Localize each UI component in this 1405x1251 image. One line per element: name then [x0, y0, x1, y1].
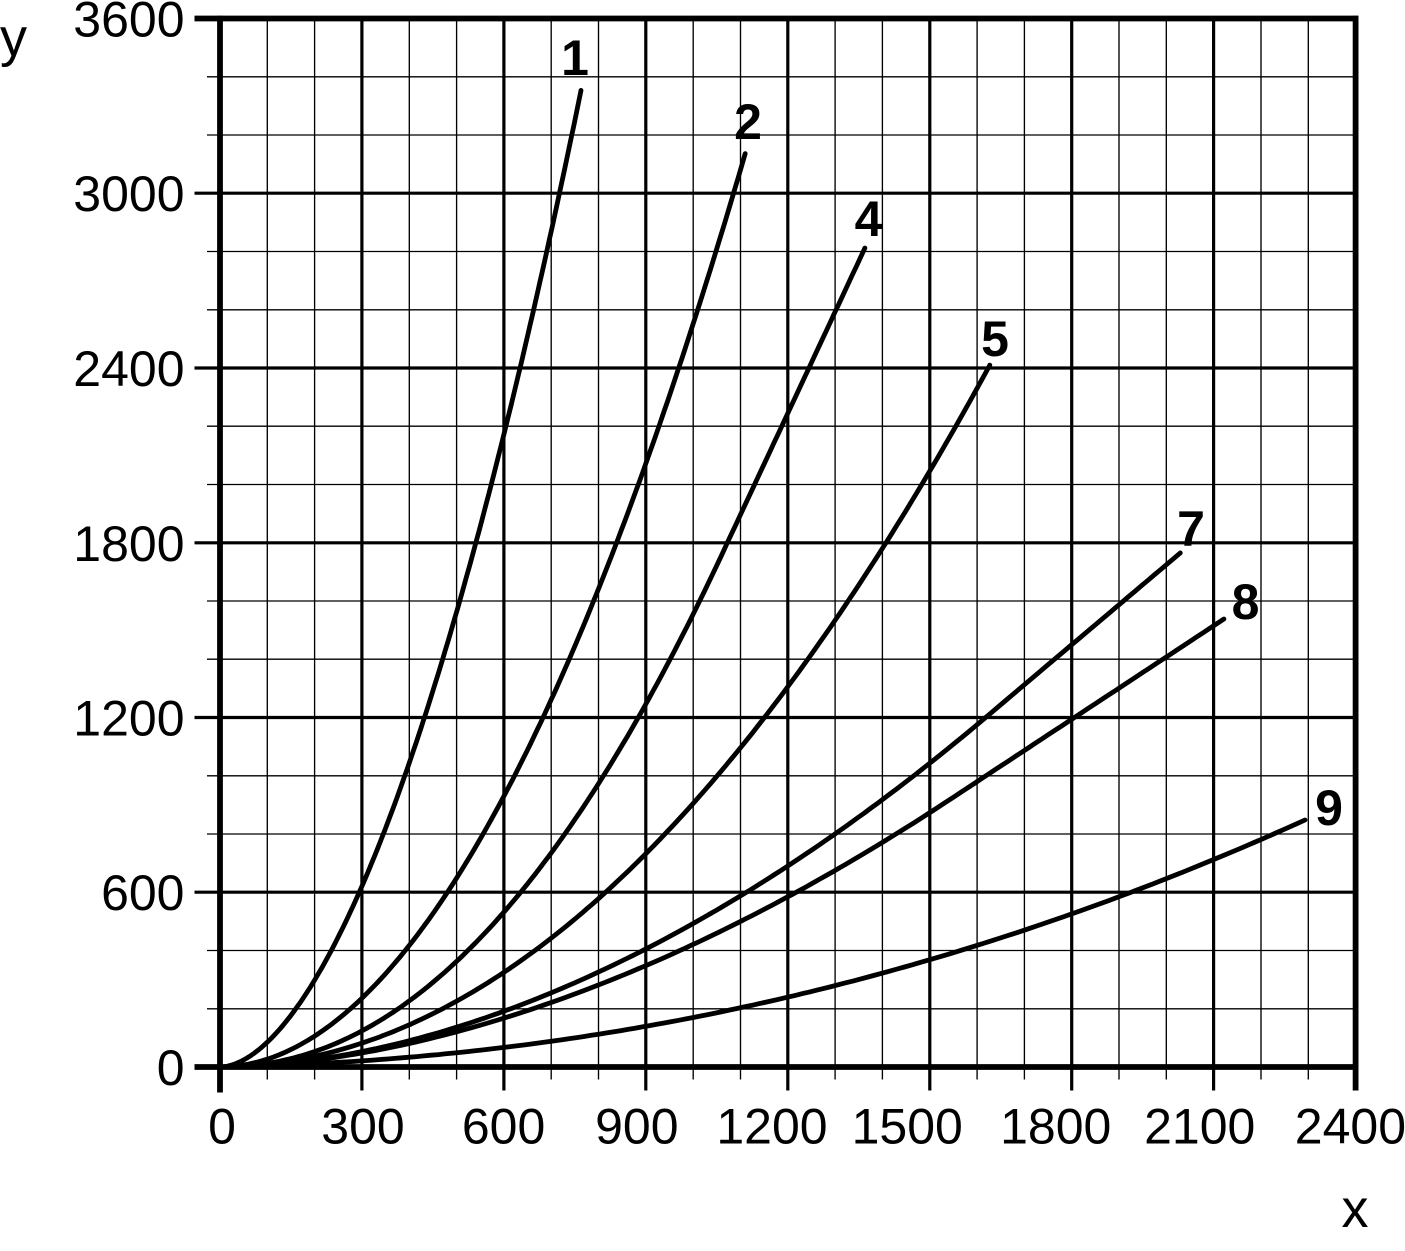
- svg-text:0: 0: [208, 1099, 236, 1155]
- svg-text:5: 5: [981, 311, 1009, 367]
- svg-text:y: y: [0, 8, 27, 68]
- svg-text:7: 7: [1177, 501, 1205, 557]
- svg-text:1200: 1200: [73, 691, 184, 747]
- svg-text:4: 4: [855, 191, 883, 247]
- svg-text:x: x: [1342, 1179, 1369, 1239]
- svg-text:3600: 3600: [73, 0, 184, 48]
- svg-text:1: 1: [561, 30, 589, 86]
- svg-text:2400: 2400: [1295, 1099, 1405, 1155]
- svg-text:2100: 2100: [1144, 1099, 1255, 1155]
- svg-text:1500: 1500: [852, 1099, 963, 1155]
- svg-text:3000: 3000: [73, 166, 184, 222]
- svg-text:2400: 2400: [73, 341, 184, 397]
- svg-text:300: 300: [321, 1099, 404, 1155]
- svg-text:600: 600: [101, 865, 184, 921]
- svg-text:900: 900: [595, 1099, 678, 1155]
- svg-text:600: 600: [462, 1099, 545, 1155]
- svg-text:0: 0: [157, 1040, 185, 1096]
- svg-text:1800: 1800: [1000, 1099, 1111, 1155]
- svg-text:1200: 1200: [716, 1099, 827, 1155]
- svg-text:2: 2: [734, 94, 762, 150]
- svg-text:1800: 1800: [73, 516, 184, 572]
- svg-text:9: 9: [1315, 780, 1343, 836]
- svg-text:8: 8: [1232, 574, 1260, 630]
